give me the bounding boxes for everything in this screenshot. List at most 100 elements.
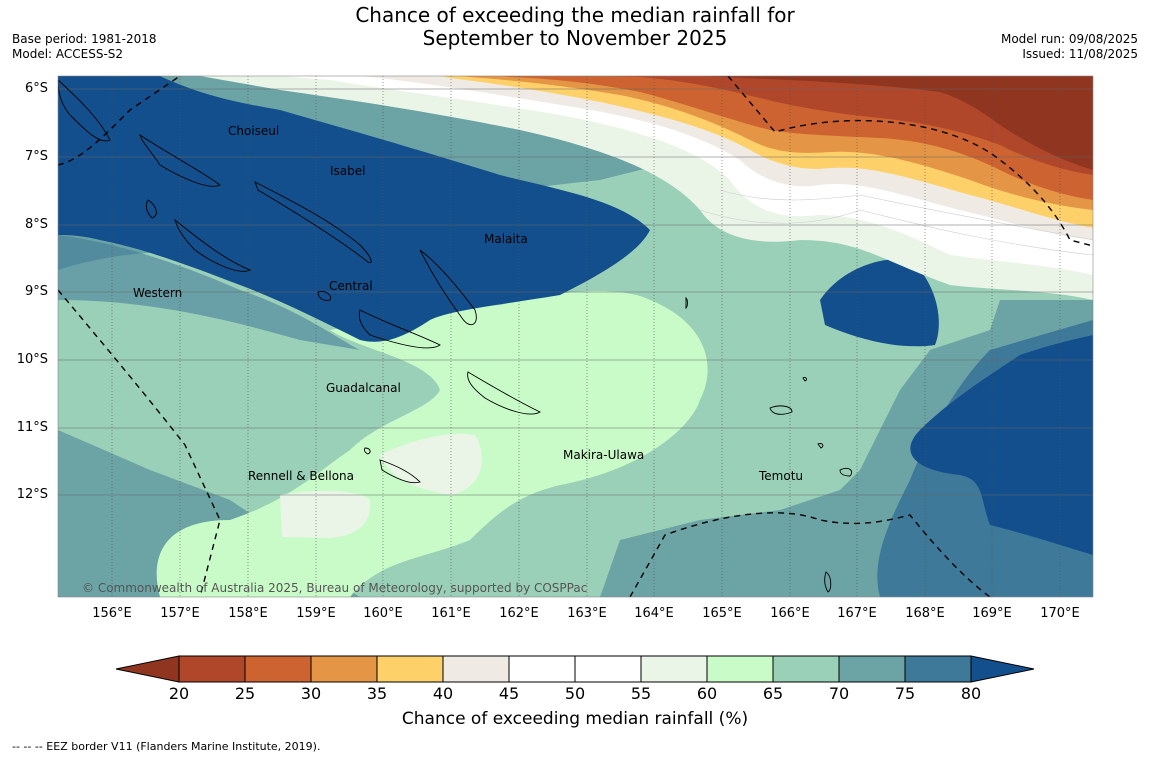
place-label-makira-ulawa: Makira-Ulawa	[563, 448, 644, 462]
island-makira	[467, 371, 541, 415]
band-55-60-a	[380, 433, 482, 495]
lon-label-156e: 156°E	[92, 606, 132, 621]
colorbar-tick: 60	[696, 684, 718, 703]
place-labels: Choiseul Isabel Malaita Central Western …	[133, 124, 803, 483]
lat-label-12s: 12°S	[16, 487, 48, 502]
place-label-choiseul: Choiseul	[228, 124, 279, 138]
lon-label-157e: 157°E	[160, 606, 200, 621]
colorbar-20-25	[178, 655, 246, 683]
band-80-plus-nw	[58, 76, 650, 342]
lon-label-165e: 165°E	[702, 606, 742, 621]
lon-label-167e: 167°E	[837, 606, 877, 621]
lon-label-159e: 159°E	[296, 606, 336, 621]
colorbar-label: Chance of exceeding median rainfall (%)	[401, 709, 749, 729]
band-55-60-b	[280, 490, 371, 538]
model-run: Model run: 09/08/2025	[1000, 32, 1138, 46]
map-frame	[57, 75, 1094, 598]
island-rennell	[379, 459, 421, 484]
issued-date: Issued: 11/08/2025	[1022, 47, 1138, 61]
lon-label-170e: 170°E	[1040, 606, 1080, 621]
model-name: Model: ACCESS-S2	[12, 47, 124, 61]
place-label-temotu: Temotu	[758, 469, 803, 483]
lon-label-166e: 166°E	[770, 606, 810, 621]
colorbar-40-45	[442, 655, 510, 683]
title-line-1: Chance of exceeding the median rainfall …	[355, 3, 795, 27]
band-65-70-west	[58, 360, 267, 409]
colorbar-below-20	[115, 655, 180, 683]
island-guadalcanal	[358, 309, 441, 349]
colorbar-tick: 30	[300, 684, 322, 703]
lat-label-8s: 8°S	[24, 217, 48, 232]
lon-label-164e: 164°E	[634, 606, 674, 621]
colorbar-60-65	[706, 655, 774, 683]
island-bougainville	[58, 79, 111, 142]
band-75-80-nw	[58, 235, 360, 350]
colorbar-70-75	[838, 655, 906, 683]
lon-label-162e: 162°E	[499, 606, 539, 621]
lon-label-158e: 158°E	[228, 606, 268, 621]
colorbar-30-35	[310, 655, 378, 683]
colorbar-tick: 50	[564, 684, 586, 703]
island-sikaiana	[685, 296, 688, 310]
lat-label-6s: 6°S	[24, 81, 48, 96]
island-western-small	[145, 199, 157, 219]
place-label-isabel: Isabel	[330, 164, 365, 178]
place-label-guadalcanal: Guadalcanal	[326, 381, 401, 395]
island-nendo	[769, 405, 793, 415]
meta-right: Model run: 09/08/2025 Issued: 11/08/2025	[1001, 32, 1138, 62]
island-central	[317, 291, 332, 301]
colorbar-tick: 80	[960, 684, 982, 703]
colorbar-45-50	[508, 655, 576, 683]
island-bellona	[364, 447, 371, 455]
lat-label-11s: 11°S	[16, 420, 48, 435]
island-malaita	[419, 249, 477, 326]
lon-label-161e: 161°E	[431, 606, 471, 621]
lat-label-10s: 10°S	[16, 352, 48, 367]
colorbar-65-70	[772, 655, 840, 683]
colorbar-above-80	[970, 655, 1035, 683]
chart-title: Chance of exceeding the median rainfall …	[0, 4, 1150, 50]
eez-footnote: -- -- -- EEZ border V11 (Flanders Marine…	[12, 740, 321, 753]
contour-line	[719, 189, 1093, 241]
islands	[58, 79, 853, 593]
eez-border	[58, 76, 1093, 597]
colorbar	[115, 655, 1035, 683]
band-80-plus-east	[820, 259, 939, 347]
lat-gridlines	[58, 88, 1093, 496]
copyright-text: © Commonwealth of Australia 2025, Bureau…	[82, 581, 587, 595]
colorbar-tick: 40	[432, 684, 454, 703]
place-label-central: Central	[329, 279, 373, 293]
colorbar-25-30	[244, 655, 312, 683]
title-line-2: September to November 2025	[422, 26, 728, 50]
colorbar-tick: 35	[366, 684, 388, 703]
place-label-western: Western	[133, 286, 182, 300]
colorbar-tick: 65	[762, 684, 784, 703]
band-below-20-ne	[700, 76, 1093, 170]
base-period: Base period: 1981-2018	[12, 32, 157, 46]
island-isabel	[254, 181, 372, 263]
lon-label-160e: 160°E	[363, 606, 403, 621]
colorbar-35-40	[376, 655, 444, 683]
colorbar-75-80	[904, 655, 972, 683]
lon-label-168e: 168°E	[905, 606, 945, 621]
meta-left: Base period: 1981-2018 Model: ACCESS-S2	[12, 32, 157, 62]
band-80-plus-far-se	[910, 335, 1093, 555]
island-tikopia	[817, 443, 824, 449]
island-new-georgia	[174, 218, 252, 272]
lat-label-7s: 7°S	[24, 149, 48, 164]
island-vanikoro	[839, 467, 853, 477]
lon-label-169e: 169°E	[972, 606, 1012, 621]
colorbar-tick: 20	[168, 684, 190, 703]
island-anuta	[802, 377, 807, 382]
place-label-malaita: Malaita	[484, 232, 528, 246]
place-label-rennell-bellona: Rennell & Bellona	[248, 469, 354, 483]
lon-label-163e: 163°E	[567, 606, 607, 621]
contour-line	[699, 209, 1093, 256]
colorbar-50-55	[574, 655, 642, 683]
colorbar-tick: 70	[828, 684, 850, 703]
island-choiseul	[139, 133, 221, 187]
colorbar-tick: 55	[630, 684, 652, 703]
colorbar-tick: 25	[234, 684, 256, 703]
lat-label-9s: 9°S	[24, 284, 48, 299]
colorbar-tick: 75	[894, 684, 916, 703]
